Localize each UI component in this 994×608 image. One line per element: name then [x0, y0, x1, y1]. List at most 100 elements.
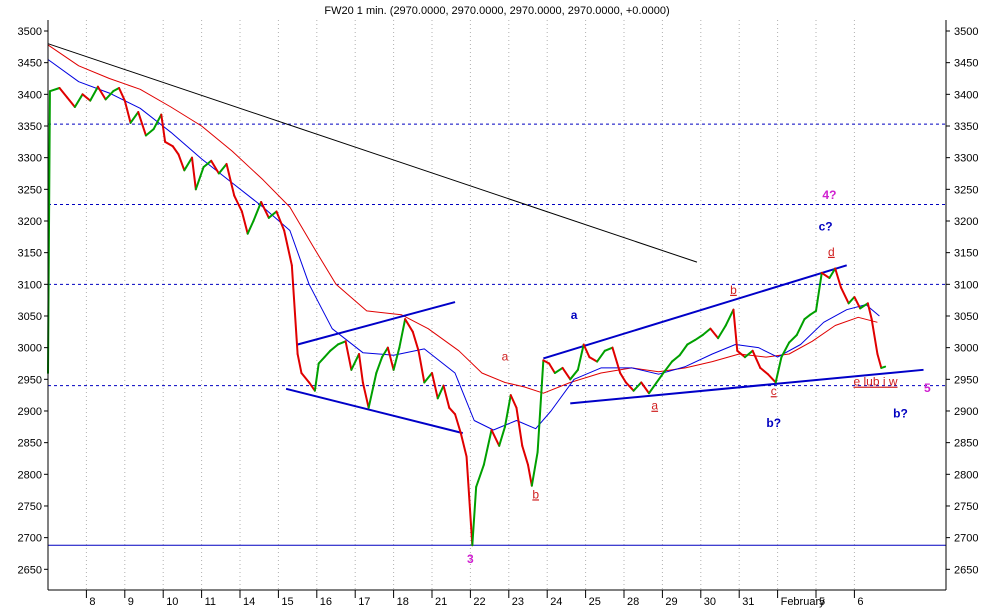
y-tick-label-right: 3450 [954, 58, 978, 70]
price-segment [542, 359, 551, 365]
price-segment [191, 156, 197, 191]
price-segment [423, 371, 433, 384]
price-segment [202, 159, 213, 169]
wave-label: a [651, 399, 658, 413]
price-segment [73, 93, 84, 108]
price-segment [655, 370, 666, 384]
y-tick-label-left: 3000 [18, 343, 42, 355]
price-segment [104, 90, 115, 101]
price-segment [475, 463, 485, 488]
x-tick-label: 16 [320, 596, 332, 608]
price-segment [89, 85, 99, 102]
price-segment [847, 295, 856, 305]
price-segment [417, 349, 426, 384]
price-segment [329, 343, 339, 352]
price-segment [448, 406, 457, 416]
moving-average-red [47, 44, 878, 394]
price-segment [640, 381, 650, 395]
y-tick-label-left: 3250 [18, 184, 42, 196]
x-tick-label: 6 [857, 596, 863, 608]
price-segment [465, 455, 474, 547]
price-segment [260, 200, 270, 219]
x-tick-label: 15 [281, 596, 293, 608]
price-segment [144, 128, 155, 137]
x-tick-label: 23 [512, 596, 524, 608]
price-segment [732, 308, 739, 352]
price-segment [839, 286, 850, 305]
x-tick-label: 5 [819, 596, 825, 608]
y-tick-label-left: 3100 [18, 279, 42, 291]
price-segment [767, 373, 777, 384]
y-tick-label-right: 2650 [954, 564, 978, 576]
trendline [297, 301, 456, 346]
wave-label: a [502, 349, 509, 363]
price-segment [795, 318, 806, 336]
price-segment [267, 210, 278, 219]
x-tick-label: 29 [665, 596, 677, 608]
wave-label: 5 [924, 381, 931, 395]
y-tick-label-right: 3250 [954, 184, 978, 196]
price-segment [367, 371, 378, 409]
price-segment [183, 156, 193, 172]
price-segment [129, 111, 140, 124]
y-tick-label-right: 3200 [954, 216, 978, 228]
price-segment [313, 362, 320, 392]
price-segment [759, 366, 769, 376]
price-segment [350, 352, 361, 371]
price-segment [194, 166, 205, 191]
y-tick-label-right: 2900 [954, 406, 978, 418]
x-tick-label: 22 [473, 596, 485, 608]
y-tick-label-right: 3100 [954, 279, 978, 291]
price-series [47, 85, 887, 547]
price-segment [803, 313, 812, 321]
price-segment [588, 356, 599, 363]
x-tick-label: 30 [704, 596, 716, 608]
price-segment [647, 381, 658, 395]
y-tick-label-left: 2800 [18, 469, 42, 481]
wave-label: 4? [822, 188, 836, 202]
y-tick-label-right: 3500 [954, 26, 978, 38]
trendline [570, 368, 924, 405]
wave-label: b [730, 283, 737, 297]
price-segment [561, 366, 572, 381]
y-tick-label-right: 2700 [954, 533, 978, 545]
price-segment [743, 349, 754, 359]
price-segment [431, 371, 439, 400]
price-segment [344, 340, 353, 371]
price-segment [527, 463, 533, 487]
price-segment [663, 360, 673, 373]
y-tick-label-left: 2650 [18, 564, 42, 576]
y-tick-label-left: 2850 [18, 438, 42, 450]
price-segment [820, 271, 831, 279]
price-segment [709, 327, 720, 340]
y-tick-label-left: 2900 [18, 406, 42, 418]
price-segment [233, 194, 243, 213]
price-segment [834, 267, 842, 289]
price-segment [290, 264, 299, 355]
y-tick-label-right: 3000 [954, 343, 978, 355]
price-segment [96, 85, 107, 101]
price-segment [459, 432, 468, 458]
price-segment [152, 113, 163, 131]
price-segment [866, 302, 873, 321]
x-tick-label: 11 [205, 596, 216, 608]
price-segment [576, 343, 585, 371]
x-tick-label: 14 [243, 596, 255, 608]
price-segment [536, 359, 545, 454]
price-segment [624, 381, 635, 392]
price-segment [515, 406, 524, 447]
price-segment [381, 346, 389, 359]
price-segment [252, 200, 263, 222]
price-segment [225, 162, 236, 197]
price-segment [815, 271, 823, 312]
y-tick-label-right: 2850 [954, 438, 978, 450]
price-segment [603, 346, 614, 352]
price-segment [48, 86, 61, 93]
price-segment [498, 425, 506, 447]
price-segment [246, 219, 255, 235]
price-segment [66, 96, 76, 108]
price-segment [404, 318, 414, 333]
y-tick-label-left: 3450 [18, 58, 42, 70]
